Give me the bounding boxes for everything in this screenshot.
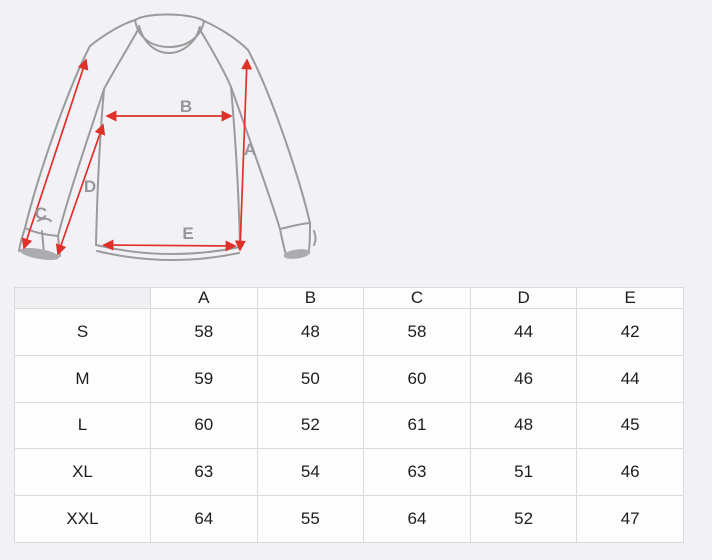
measurement-value: 44 bbox=[469, 308, 578, 356]
measurement-value: 44 bbox=[576, 354, 684, 403]
size-table: A B C D E S 58 48 58 44 42 M 59 50 60 46… bbox=[14, 287, 684, 543]
right-shoulder-line bbox=[203, 20, 249, 51]
measurement-labels: A B C D E bbox=[35, 97, 256, 243]
left-cuff-opening bbox=[19, 247, 60, 261]
measurement-arrows bbox=[21, 58, 253, 256]
left-raglan-seam bbox=[103, 27, 140, 90]
measurement-value: 48 bbox=[469, 401, 578, 450]
column-header-a: A bbox=[150, 287, 258, 309]
collar-outer-curve bbox=[134, 19, 205, 48]
measure-label-e: E bbox=[182, 224, 193, 243]
measurement-value: 45 bbox=[576, 401, 684, 450]
measurement-value: 46 bbox=[576, 448, 684, 497]
measurement-value: 55 bbox=[256, 495, 365, 543]
right-raglan-seam bbox=[198, 27, 232, 88]
hem-inner-curve bbox=[96, 250, 240, 262]
measure-arrow-d bbox=[55, 123, 106, 256]
right-sleeve-outer-edge bbox=[247, 49, 311, 224]
measurement-value: 48 bbox=[256, 308, 365, 356]
table-row: L 60 52 61 48 45 bbox=[14, 401, 684, 450]
measure-label-a: A bbox=[244, 140, 256, 159]
size-label: XXL bbox=[14, 495, 151, 543]
collar-inner-curve bbox=[138, 25, 201, 54]
measurement-value: 59 bbox=[150, 354, 258, 403]
right-cuff-right-edge bbox=[308, 222, 311, 251]
measurement-value: 50 bbox=[256, 354, 365, 403]
column-header-b: B bbox=[256, 287, 365, 309]
size-label: L bbox=[14, 401, 151, 450]
measure-arrow-e bbox=[102, 239, 237, 252]
measurement-value: 60 bbox=[150, 401, 258, 450]
size-label: M bbox=[14, 354, 151, 403]
right-cuff-top-line bbox=[279, 222, 311, 230]
measurement-value: 63 bbox=[363, 448, 471, 497]
measurement-value: 58 bbox=[363, 308, 471, 356]
measurement-value: 54 bbox=[256, 448, 365, 497]
left-shoulder-line bbox=[89, 19, 136, 47]
size-label: XL bbox=[14, 448, 151, 497]
size-guide-diagram-area: A B C D E bbox=[18, 13, 317, 262]
column-header-e: E bbox=[576, 287, 684, 309]
measure-arrow-c bbox=[21, 58, 89, 250]
right-cuff-opening bbox=[283, 249, 311, 259]
column-header-d: D bbox=[469, 287, 578, 309]
right-cuff-left-edge bbox=[279, 228, 287, 256]
measurement-value: 63 bbox=[150, 448, 258, 497]
measure-label-c: C bbox=[35, 204, 47, 223]
measure-arrow-a bbox=[234, 58, 253, 252]
size-table-header-row: A B C D E bbox=[14, 287, 684, 309]
table-row: XXL 64 55 64 52 47 bbox=[14, 495, 684, 543]
shirt-outline bbox=[18, 13, 317, 262]
measurement-value: 64 bbox=[363, 495, 471, 543]
measurement-value: 47 bbox=[576, 495, 684, 543]
measurement-value: 52 bbox=[256, 401, 365, 450]
collar-top-line bbox=[134, 13, 205, 22]
measurement-value: 51 bbox=[469, 448, 578, 497]
size-label: S bbox=[14, 308, 151, 356]
measure-label-b: B bbox=[180, 97, 192, 116]
measurement-value: 64 bbox=[150, 495, 258, 543]
measurement-value: 52 bbox=[469, 495, 578, 543]
measurement-value: 61 bbox=[363, 401, 471, 450]
fabric-crease bbox=[313, 230, 317, 246]
left-sleeve-outer-edge bbox=[24, 45, 91, 229]
table-row: M 59 50 60 46 44 bbox=[14, 354, 684, 403]
table-row: XL 63 54 63 51 46 bbox=[14, 448, 684, 497]
measurement-value: 58 bbox=[150, 308, 258, 356]
corner-cell bbox=[14, 287, 151, 309]
table-row: S 58 48 58 44 42 bbox=[14, 308, 684, 356]
measurement-value: 42 bbox=[576, 308, 684, 356]
column-header-c: C bbox=[363, 287, 471, 309]
measure-label-d: D bbox=[84, 177, 96, 196]
measurement-value: 60 bbox=[363, 354, 471, 403]
shirt-measurement-diagram: A B C D E bbox=[18, 13, 317, 262]
measurement-value: 46 bbox=[469, 354, 578, 403]
